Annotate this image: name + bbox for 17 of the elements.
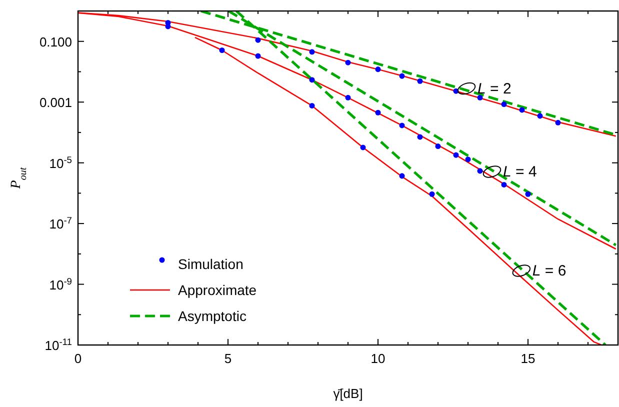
x-tick-label: 5	[224, 351, 232, 366]
y-tick-label: 10$^{-5}$	[49, 154, 72, 171]
y-tick-label: 0.100	[39, 34, 72, 50]
x-tick-label: 0	[74, 351, 82, 366]
y-tick-label: 10$^{-11}$	[44, 337, 72, 353]
x-tick-label: 10	[370, 351, 386, 366]
legend-label: Asymptotic	[178, 308, 246, 324]
legend-label: Simulation	[178, 256, 244, 272]
y-tick-label: 10$^{-7}$	[49, 216, 72, 232]
y-tick-label: 0.001	[39, 95, 72, 110]
annotation: L = 4	[503, 164, 537, 181]
annotation: L = 6	[532, 262, 566, 280]
y-tick-label: 10$^{-9}$	[49, 276, 72, 292]
x-axis-title: γ̄[dB]	[333, 386, 363, 401]
legend-label: Approximate	[178, 282, 257, 298]
x-tick-label: 15	[520, 351, 536, 366]
annotation: L = 2	[478, 80, 512, 98]
